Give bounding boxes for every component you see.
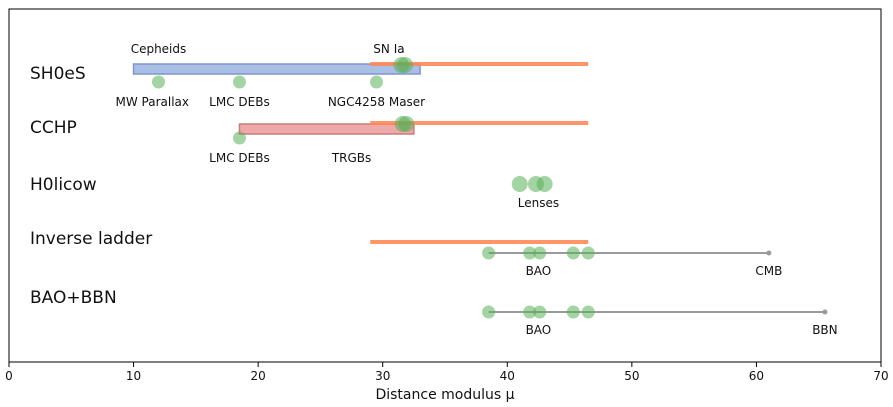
row-sh0es: SH0eS Cepheids SN Ia MW Parallax LMC DEBs NGC…: [30, 42, 589, 109]
data-point: [482, 246, 496, 260]
row-label: Inverse ladder: [30, 229, 152, 249]
x-tick-label: 20: [251, 369, 266, 383]
annotation-label: BAO: [526, 264, 552, 278]
data-point: [369, 75, 383, 89]
gray-range-end: [766, 250, 772, 256]
data-point: [523, 305, 537, 319]
data-point: [581, 246, 595, 260]
data-point: [533, 305, 547, 319]
plot-frame: [8, 8, 882, 363]
annotation-label: NGC4258 Maser: [328, 95, 425, 109]
red-range-bar: [238, 123, 415, 135]
data-point: [581, 305, 595, 319]
x-tick-label: 10: [126, 369, 141, 383]
x-tick-label: 0: [5, 369, 13, 383]
data-point: [151, 75, 165, 89]
x-axis-label: Distance modulus μ: [375, 387, 514, 403]
row-label: H0licow: [30, 175, 97, 195]
x-tick-label: 50: [624, 369, 639, 383]
gray-range-end: [822, 309, 828, 315]
data-point: [232, 131, 246, 145]
plot-layer: SH0eS Cepheids SN Ia MW Parallax LMC DEBs NGC…: [30, 42, 838, 337]
data-point: [398, 116, 415, 132]
data-point: [232, 75, 246, 89]
x-axis: 0 10 20 30 40 50 60 70: [5, 362, 889, 383]
row-h0licow: H0licow Lenses: [30, 175, 559, 210]
annotation-label: TRGBs: [331, 151, 371, 165]
annotation-label: SN Ia: [373, 42, 404, 56]
annotation-label: Lenses: [518, 196, 559, 210]
annotation-label: CMB: [755, 264, 782, 278]
data-point: [536, 176, 553, 192]
annotation-label: BAO: [526, 323, 552, 337]
x-tick-label: 70: [873, 369, 888, 383]
data-point: [397, 57, 414, 73]
data-point: [533, 246, 547, 260]
annotation-label: Cepheids: [131, 42, 187, 56]
annotation-label: LMC DEBs: [209, 95, 270, 109]
data-point: [511, 176, 528, 192]
annotation-label: BBN: [812, 323, 837, 337]
x-tick-label: 60: [749, 369, 764, 383]
data-point: [482, 305, 496, 319]
data-point: [523, 246, 537, 260]
row-label: BAO+BBN: [30, 288, 117, 308]
row-label: SH0eS: [30, 64, 86, 84]
data-point: [566, 305, 580, 319]
data-point: [566, 246, 580, 260]
row-cchp: CCHP LMC DEBs TRGBs: [30, 116, 589, 165]
annotation-label: MW Parallax: [116, 95, 190, 109]
annotation-label: LMC DEBs: [209, 151, 270, 165]
row-bao-bbn: BAO+BBN BAO BBN: [30, 288, 838, 337]
blue-range-bar: [132, 63, 421, 75]
row-label: CCHP: [30, 118, 77, 138]
row-inverse-ladder: Inverse ladder BAO CMB: [30, 229, 782, 278]
x-tick-label: 40: [500, 369, 515, 383]
x-tick-label: 30: [375, 369, 390, 383]
